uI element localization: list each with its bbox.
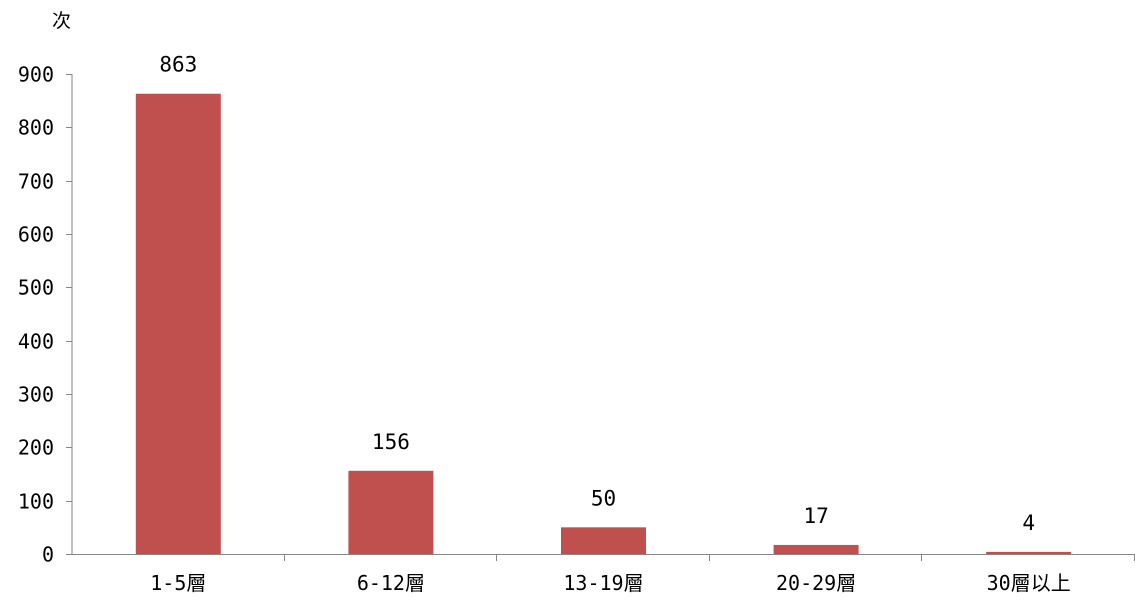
bar xyxy=(986,551,1072,554)
y-tick-label: 700 xyxy=(18,170,54,194)
y-tick-label: 200 xyxy=(18,436,54,460)
y-tick-label: 0 xyxy=(42,543,54,567)
data-label: 4 xyxy=(1022,511,1035,535)
data-label: 50 xyxy=(591,486,616,510)
data-label: 863 xyxy=(159,53,197,77)
y-tick-label: 400 xyxy=(18,330,54,354)
x-tick-label: 20-29層 xyxy=(776,571,856,595)
x-tick-label: 1-5層 xyxy=(150,571,206,595)
bar xyxy=(348,470,434,554)
y-axis-unit-label: 次 xyxy=(52,10,71,32)
y-tick-label: 900 xyxy=(18,63,54,87)
x-tick-label: 30層以上 xyxy=(987,571,1071,595)
data-labels: 863 156 50 17 4 xyxy=(159,53,1035,535)
bar xyxy=(135,93,221,554)
x-tick-label: 6-12層 xyxy=(357,571,425,595)
bar xyxy=(773,544,859,554)
bar-series xyxy=(135,93,1072,554)
y-axis: 0 100 200 300 400 500 600 700 800 900 xyxy=(18,63,73,567)
data-label: 17 xyxy=(803,504,828,528)
y-tick-label: 600 xyxy=(18,223,54,247)
x-axis: 1-5層 6-12層 13-19層 20-29層 30層以上 xyxy=(72,554,1135,595)
y-tick-label: 800 xyxy=(18,116,54,140)
bar xyxy=(561,527,646,554)
data-label: 156 xyxy=(372,430,410,454)
y-tick-label: 100 xyxy=(18,490,54,514)
y-tick-label: 500 xyxy=(18,276,54,300)
x-tick-label: 13-19層 xyxy=(563,571,643,595)
y-tick-label: 300 xyxy=(18,383,54,407)
